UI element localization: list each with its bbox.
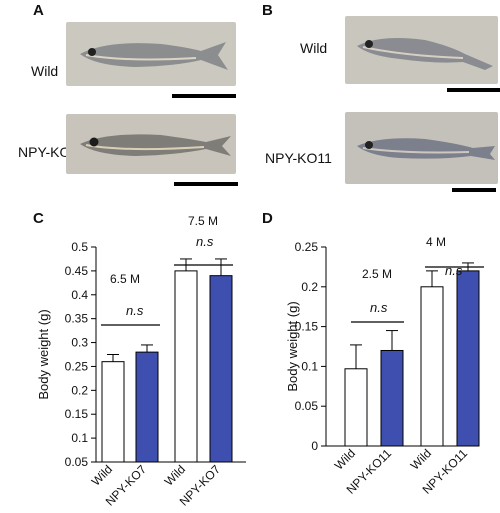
chart-c-category-label: Wild	[162, 462, 188, 488]
fish-photo-a-wild	[66, 22, 236, 86]
panel-a-ko-label: NPY-KO7	[18, 144, 79, 160]
chart-d-bar	[456, 270, 480, 447]
chart-c-group-label: 7.5 M	[188, 214, 218, 228]
chart-d-group-label: 2.5 M	[362, 267, 392, 281]
chart-d-y-axis-label: Body weight (g)	[285, 301, 300, 391]
panel-letter-b: B	[262, 2, 273, 19]
chart-c-category-label: Wild	[89, 462, 115, 488]
chart-d-y-tick-label: 0.25	[295, 240, 319, 254]
chart-c-bar	[101, 361, 125, 463]
chart-c-bar	[174, 270, 198, 463]
chart-c-group-label: 6.5 M	[110, 272, 140, 286]
panel-b-wild-label: Wild	[300, 40, 328, 56]
chart-d-bar	[420, 286, 444, 447]
chart-d-y-tick-label: 0.15	[295, 320, 319, 334]
chart-d-y-tick-label: 0	[311, 439, 318, 453]
chart-c-y-tick-label: 0.15	[65, 407, 89, 421]
chart-c-y-tick-label: 0.5	[71, 240, 88, 254]
panel-b-ko-label: NPY-KO11	[265, 150, 332, 166]
chart-d-significance-label: n.s	[445, 263, 463, 278]
chart-c-y-tick-label: 0.2	[71, 383, 88, 397]
panel-letter-d: D	[262, 210, 273, 227]
fish-photo-b-wild	[345, 16, 498, 84]
scale-bar-a-ko	[174, 182, 238, 186]
panel-a-wild-label: Wild	[31, 63, 59, 79]
chart-c-y-tick-label: 0.25	[65, 359, 89, 373]
chart-c-y-tick-label: 0.1	[71, 431, 88, 445]
scale-bar-b-wild	[447, 88, 500, 92]
panel-letter-a: A	[33, 2, 44, 19]
scale-bar-a-wild	[172, 94, 236, 98]
chart-d-group-label: 4 M	[426, 235, 446, 249]
chart-c-y-tick-label: 0.35	[65, 312, 89, 326]
chart-c-y-tick-label: 0.3	[71, 336, 88, 350]
chart-d-y-tick-label: 0.1	[301, 359, 318, 373]
chart-c-bar	[209, 275, 233, 463]
panel-letter-c: C	[33, 210, 44, 227]
chart-c-y-tick-label: 0.4	[71, 288, 88, 302]
chart-c-significance-label: n.s	[196, 234, 214, 249]
fish-photo-b-ko	[345, 112, 498, 184]
chart-d-y-tick-label: 0.2	[301, 280, 318, 294]
chart-c-significance-label: n.s	[126, 303, 144, 318]
chart-d-y-tick-label: 0.05	[295, 399, 319, 413]
scale-bar-b-ko	[452, 188, 496, 192]
chart-c-y-tick-label: 0.45	[65, 264, 89, 278]
chart-c-y-axis-label: Body weight (g)	[36, 309, 51, 399]
chart-d-bar	[344, 368, 368, 447]
chart-d-category-label: Wild	[408, 446, 434, 472]
chart-d-significance-label: n.s	[370, 300, 388, 315]
fish-photo-a-ko	[66, 114, 236, 174]
chart-c-bar	[135, 351, 159, 463]
chart-d-bar	[380, 349, 404, 447]
chart-d-category-label: Wild	[332, 446, 358, 472]
chart-c-y-tick-label: 0.05	[65, 455, 89, 469]
